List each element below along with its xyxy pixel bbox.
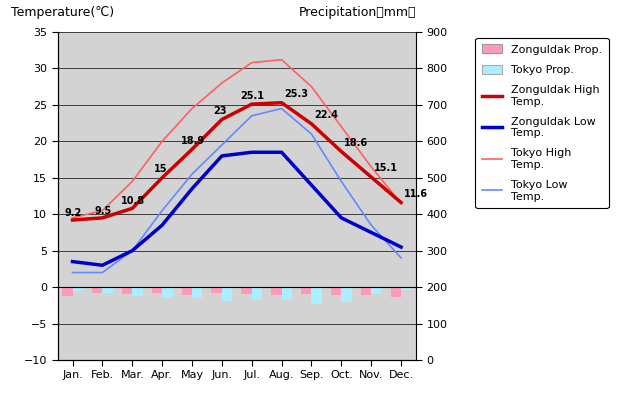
Bar xyxy=(152,287,162,293)
Bar xyxy=(182,287,192,295)
Bar xyxy=(371,287,381,294)
Bar xyxy=(222,287,232,301)
Text: 10.8: 10.8 xyxy=(121,196,145,206)
Bar xyxy=(301,287,312,294)
Text: 25.1: 25.1 xyxy=(241,91,264,101)
Bar xyxy=(282,287,292,300)
Text: 11.6: 11.6 xyxy=(404,189,428,199)
Text: 23: 23 xyxy=(214,106,227,116)
Bar xyxy=(62,287,72,296)
Bar xyxy=(192,287,202,298)
Bar xyxy=(312,287,322,304)
Bar xyxy=(92,287,102,293)
Text: Precipitation（mm）: Precipitation（mm） xyxy=(298,6,416,19)
Bar xyxy=(390,287,401,297)
Bar xyxy=(331,287,341,295)
Bar xyxy=(102,287,113,293)
Text: 22.4: 22.4 xyxy=(314,110,339,120)
Bar xyxy=(401,287,412,290)
Bar xyxy=(132,287,143,296)
Bar xyxy=(361,287,371,295)
Text: 9.2: 9.2 xyxy=(64,208,81,218)
Legend: Zonguldak Prop., Tokyo Prop., Zonguldak High
Temp., Zonguldak Low
Temp., Tokyo H: Zonguldak Prop., Tokyo Prop., Zonguldak … xyxy=(476,38,609,208)
Text: 15: 15 xyxy=(154,164,167,174)
Text: 18.9: 18.9 xyxy=(181,136,205,146)
Bar xyxy=(341,287,352,302)
Bar xyxy=(271,287,282,295)
Bar xyxy=(162,287,173,298)
Text: 25.3: 25.3 xyxy=(284,89,308,99)
Bar xyxy=(72,287,83,291)
Bar xyxy=(122,287,132,294)
Text: 15.1: 15.1 xyxy=(374,164,398,174)
Text: 18.6: 18.6 xyxy=(344,138,368,148)
Text: 9.5: 9.5 xyxy=(94,206,111,216)
Text: Temperature(℃): Temperature(℃) xyxy=(11,6,114,19)
Bar xyxy=(241,287,252,294)
Bar xyxy=(211,287,222,293)
Bar xyxy=(252,287,262,300)
